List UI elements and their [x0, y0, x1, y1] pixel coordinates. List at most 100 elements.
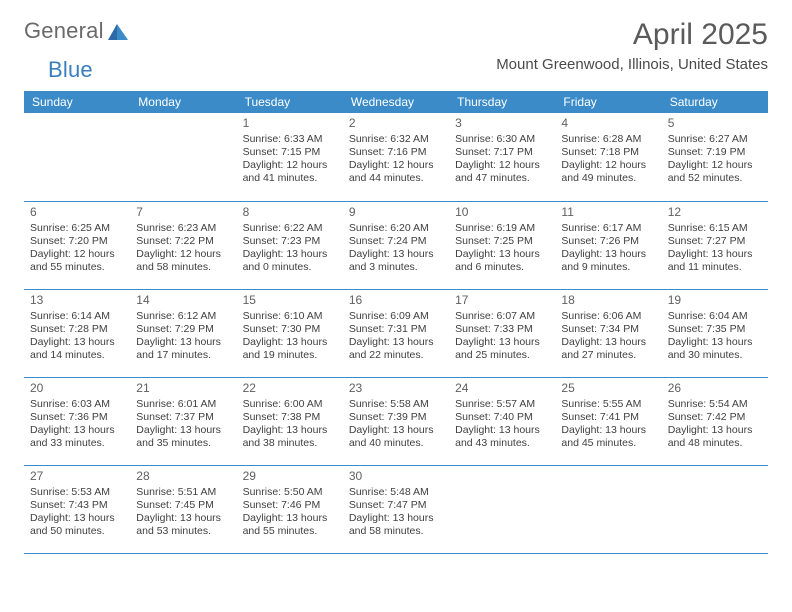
calendar-cell: 29Sunrise: 5:50 AMSunset: 7:46 PMDayligh…	[237, 465, 343, 553]
sunrise-text: Sunrise: 6:00 AM	[243, 398, 337, 411]
daylight-text: Daylight: 13 hours and 35 minutes.	[136, 424, 230, 450]
daylight-text: Daylight: 12 hours and 41 minutes.	[243, 159, 337, 185]
sunrise-text: Sunrise: 6:28 AM	[561, 133, 655, 146]
sunrise-text: Sunrise: 6:25 AM	[30, 222, 124, 235]
daylight-text: Daylight: 12 hours and 58 minutes.	[136, 248, 230, 274]
sunrise-text: Sunrise: 6:15 AM	[668, 222, 762, 235]
day-number: 22	[243, 381, 337, 396]
sunrise-text: Sunrise: 6:33 AM	[243, 133, 337, 146]
daylight-text: Daylight: 13 hours and 0 minutes.	[243, 248, 337, 274]
day-number: 16	[349, 293, 443, 308]
daylight-text: Daylight: 13 hours and 55 minutes.	[243, 512, 337, 538]
sunset-text: Sunset: 7:22 PM	[136, 235, 230, 248]
sunrise-text: Sunrise: 6:14 AM	[30, 310, 124, 323]
sunset-text: Sunset: 7:42 PM	[668, 411, 762, 424]
sunset-text: Sunset: 7:33 PM	[455, 323, 549, 336]
calendar-row: 13Sunrise: 6:14 AMSunset: 7:28 PMDayligh…	[24, 289, 768, 377]
daylight-text: Daylight: 13 hours and 43 minutes.	[455, 424, 549, 450]
daylight-text: Daylight: 13 hours and 22 minutes.	[349, 336, 443, 362]
daylight-text: Daylight: 13 hours and 9 minutes.	[561, 248, 655, 274]
sunrise-text: Sunrise: 6:22 AM	[243, 222, 337, 235]
sunrise-text: Sunrise: 6:10 AM	[243, 310, 337, 323]
calendar-row: 27Sunrise: 5:53 AMSunset: 7:43 PMDayligh…	[24, 465, 768, 553]
calendar-cell: 1Sunrise: 6:33 AMSunset: 7:15 PMDaylight…	[237, 113, 343, 201]
sunset-text: Sunset: 7:47 PM	[349, 499, 443, 512]
daylight-text: Daylight: 13 hours and 27 minutes.	[561, 336, 655, 362]
sunset-text: Sunset: 7:35 PM	[668, 323, 762, 336]
weekday-header: Saturday	[662, 91, 768, 113]
daylight-text: Daylight: 13 hours and 25 minutes.	[455, 336, 549, 362]
sunset-text: Sunset: 7:37 PM	[136, 411, 230, 424]
calendar-row: 20Sunrise: 6:03 AMSunset: 7:36 PMDayligh…	[24, 377, 768, 465]
calendar-cell: 23Sunrise: 5:58 AMSunset: 7:39 PMDayligh…	[343, 377, 449, 465]
logo-text-general: General	[24, 18, 104, 44]
calendar-cell: 6 Sunrise: 6:25 AMSunset: 7:20 PMDaylight…	[24, 201, 130, 289]
day-number: 8	[243, 205, 337, 220]
calendar-cell: 2Sunrise: 6:32 AMSunset: 7:16 PMDaylight…	[343, 113, 449, 201]
calendar-cell: 24 Sunrise: 5:57 AMSunset: 7:40 PMDayligh…	[449, 377, 555, 465]
sunset-text: Sunset: 7:40 PM	[455, 411, 549, 424]
sunrise-text: Sunrise: 5:48 AM	[349, 486, 443, 499]
calendar-cell: 9Sunrise: 6:20 AMSunset: 7:24 PMDaylight…	[343, 201, 449, 289]
sunset-text: Sunset: 7:45 PM	[136, 499, 230, 512]
daylight-text: Daylight: 12 hours and 49 minutes.	[561, 159, 655, 185]
sunset-text: Sunset: 7:17 PM	[455, 146, 549, 159]
day-number: 26	[668, 381, 762, 396]
day-number: 2	[349, 116, 443, 131]
daylight-text: Daylight: 13 hours and 50 minutes.	[30, 512, 124, 538]
day-number: 25	[561, 381, 655, 396]
daylight-text: Daylight: 12 hours and 44 minutes.	[349, 159, 443, 185]
calendar-row: 6Sunrise: 6:25 AMSunset: 7:20 PMDaylight…	[24, 201, 768, 289]
day-number: 9	[349, 205, 443, 220]
calendar-cell: 30Sunrise: 5:48 AMSunset: 7:47 PMDayligh…	[343, 465, 449, 553]
sunset-text: Sunset: 7:29 PM	[136, 323, 230, 336]
day-number: 17	[455, 293, 549, 308]
day-number: 3	[455, 116, 549, 131]
sunrise-text: Sunrise: 6:03 AM	[30, 398, 124, 411]
calendar-cell: 28Sunrise: 5:51 AMSunset: 7:45 PMDayligh…	[130, 465, 236, 553]
calendar-cell: 17Sunrise: 6:07 AMSunset: 7:33 PMDayligh…	[449, 289, 555, 377]
daylight-text: Daylight: 13 hours and 19 minutes.	[243, 336, 337, 362]
daylight-text: Daylight: 12 hours and 55 minutes.	[30, 248, 124, 274]
sunset-text: Sunset: 7:28 PM	[30, 323, 124, 336]
day-number: 1	[243, 116, 337, 131]
sunrise-text: Sunrise: 5:58 AM	[349, 398, 443, 411]
calendar-cell: 21Sunrise: 6:01 AMSunset: 7:37 PMDayligh…	[130, 377, 236, 465]
day-number: 4	[561, 116, 655, 131]
day-number: 24	[455, 381, 549, 396]
logo-mark-icon	[108, 22, 130, 40]
daylight-text: Daylight: 13 hours and 38 minutes.	[243, 424, 337, 450]
daylight-text: Daylight: 13 hours and 45 minutes.	[561, 424, 655, 450]
daylight-text: Daylight: 13 hours and 30 minutes.	[668, 336, 762, 362]
sunrise-text: Sunrise: 6:17 AM	[561, 222, 655, 235]
sunrise-text: Sunrise: 6:32 AM	[349, 133, 443, 146]
calendar-cell: 13Sunrise: 6:14 AMSunset: 7:28 PMDayligh…	[24, 289, 130, 377]
daylight-text: Daylight: 13 hours and 17 minutes.	[136, 336, 230, 362]
day-number: 15	[243, 293, 337, 308]
calendar-cell: 26Sunrise: 5:54 AMSunset: 7:42 PMDayligh…	[662, 377, 768, 465]
sunset-text: Sunset: 7:34 PM	[561, 323, 655, 336]
calendar-cell	[555, 465, 661, 553]
calendar-cell: 5Sunrise: 6:27 AMSunset: 7:19 PMDaylight…	[662, 113, 768, 201]
calendar-cell	[449, 465, 555, 553]
calendar-cell: 22Sunrise: 6:00 AMSunset: 7:38 PMDayligh…	[237, 377, 343, 465]
day-number: 29	[243, 469, 337, 484]
weekday-header: Sunday	[24, 91, 130, 113]
day-number: 6	[30, 205, 124, 220]
calendar-cell: 7Sunrise: 6:23 AMSunset: 7:22 PMDaylight…	[130, 201, 236, 289]
sunrise-text: Sunrise: 5:53 AM	[30, 486, 124, 499]
daylight-text: Daylight: 13 hours and 48 minutes.	[668, 424, 762, 450]
sunrise-text: Sunrise: 5:57 AM	[455, 398, 549, 411]
daylight-text: Daylight: 13 hours and 33 minutes.	[30, 424, 124, 450]
sunset-text: Sunset: 7:24 PM	[349, 235, 443, 248]
daylight-text: Daylight: 12 hours and 47 minutes.	[455, 159, 549, 185]
calendar-row: 1Sunrise: 6:33 AMSunset: 7:15 PMDaylight…	[24, 113, 768, 201]
daylight-text: Daylight: 13 hours and 53 minutes.	[136, 512, 230, 538]
sunset-text: Sunset: 7:20 PM	[30, 235, 124, 248]
sunrise-text: Sunrise: 6:27 AM	[668, 133, 762, 146]
calendar-body: 1Sunrise: 6:33 AMSunset: 7:15 PMDaylight…	[24, 113, 768, 553]
calendar-cell: 25Sunrise: 5:55 AMSunset: 7:41 PMDayligh…	[555, 377, 661, 465]
weekday-header-row: Sunday Monday Tuesday Wednesday Thursday…	[24, 91, 768, 113]
calendar-cell: 11Sunrise: 6:17 AMSunset: 7:26 PMDayligh…	[555, 201, 661, 289]
sunrise-text: Sunrise: 6:06 AM	[561, 310, 655, 323]
